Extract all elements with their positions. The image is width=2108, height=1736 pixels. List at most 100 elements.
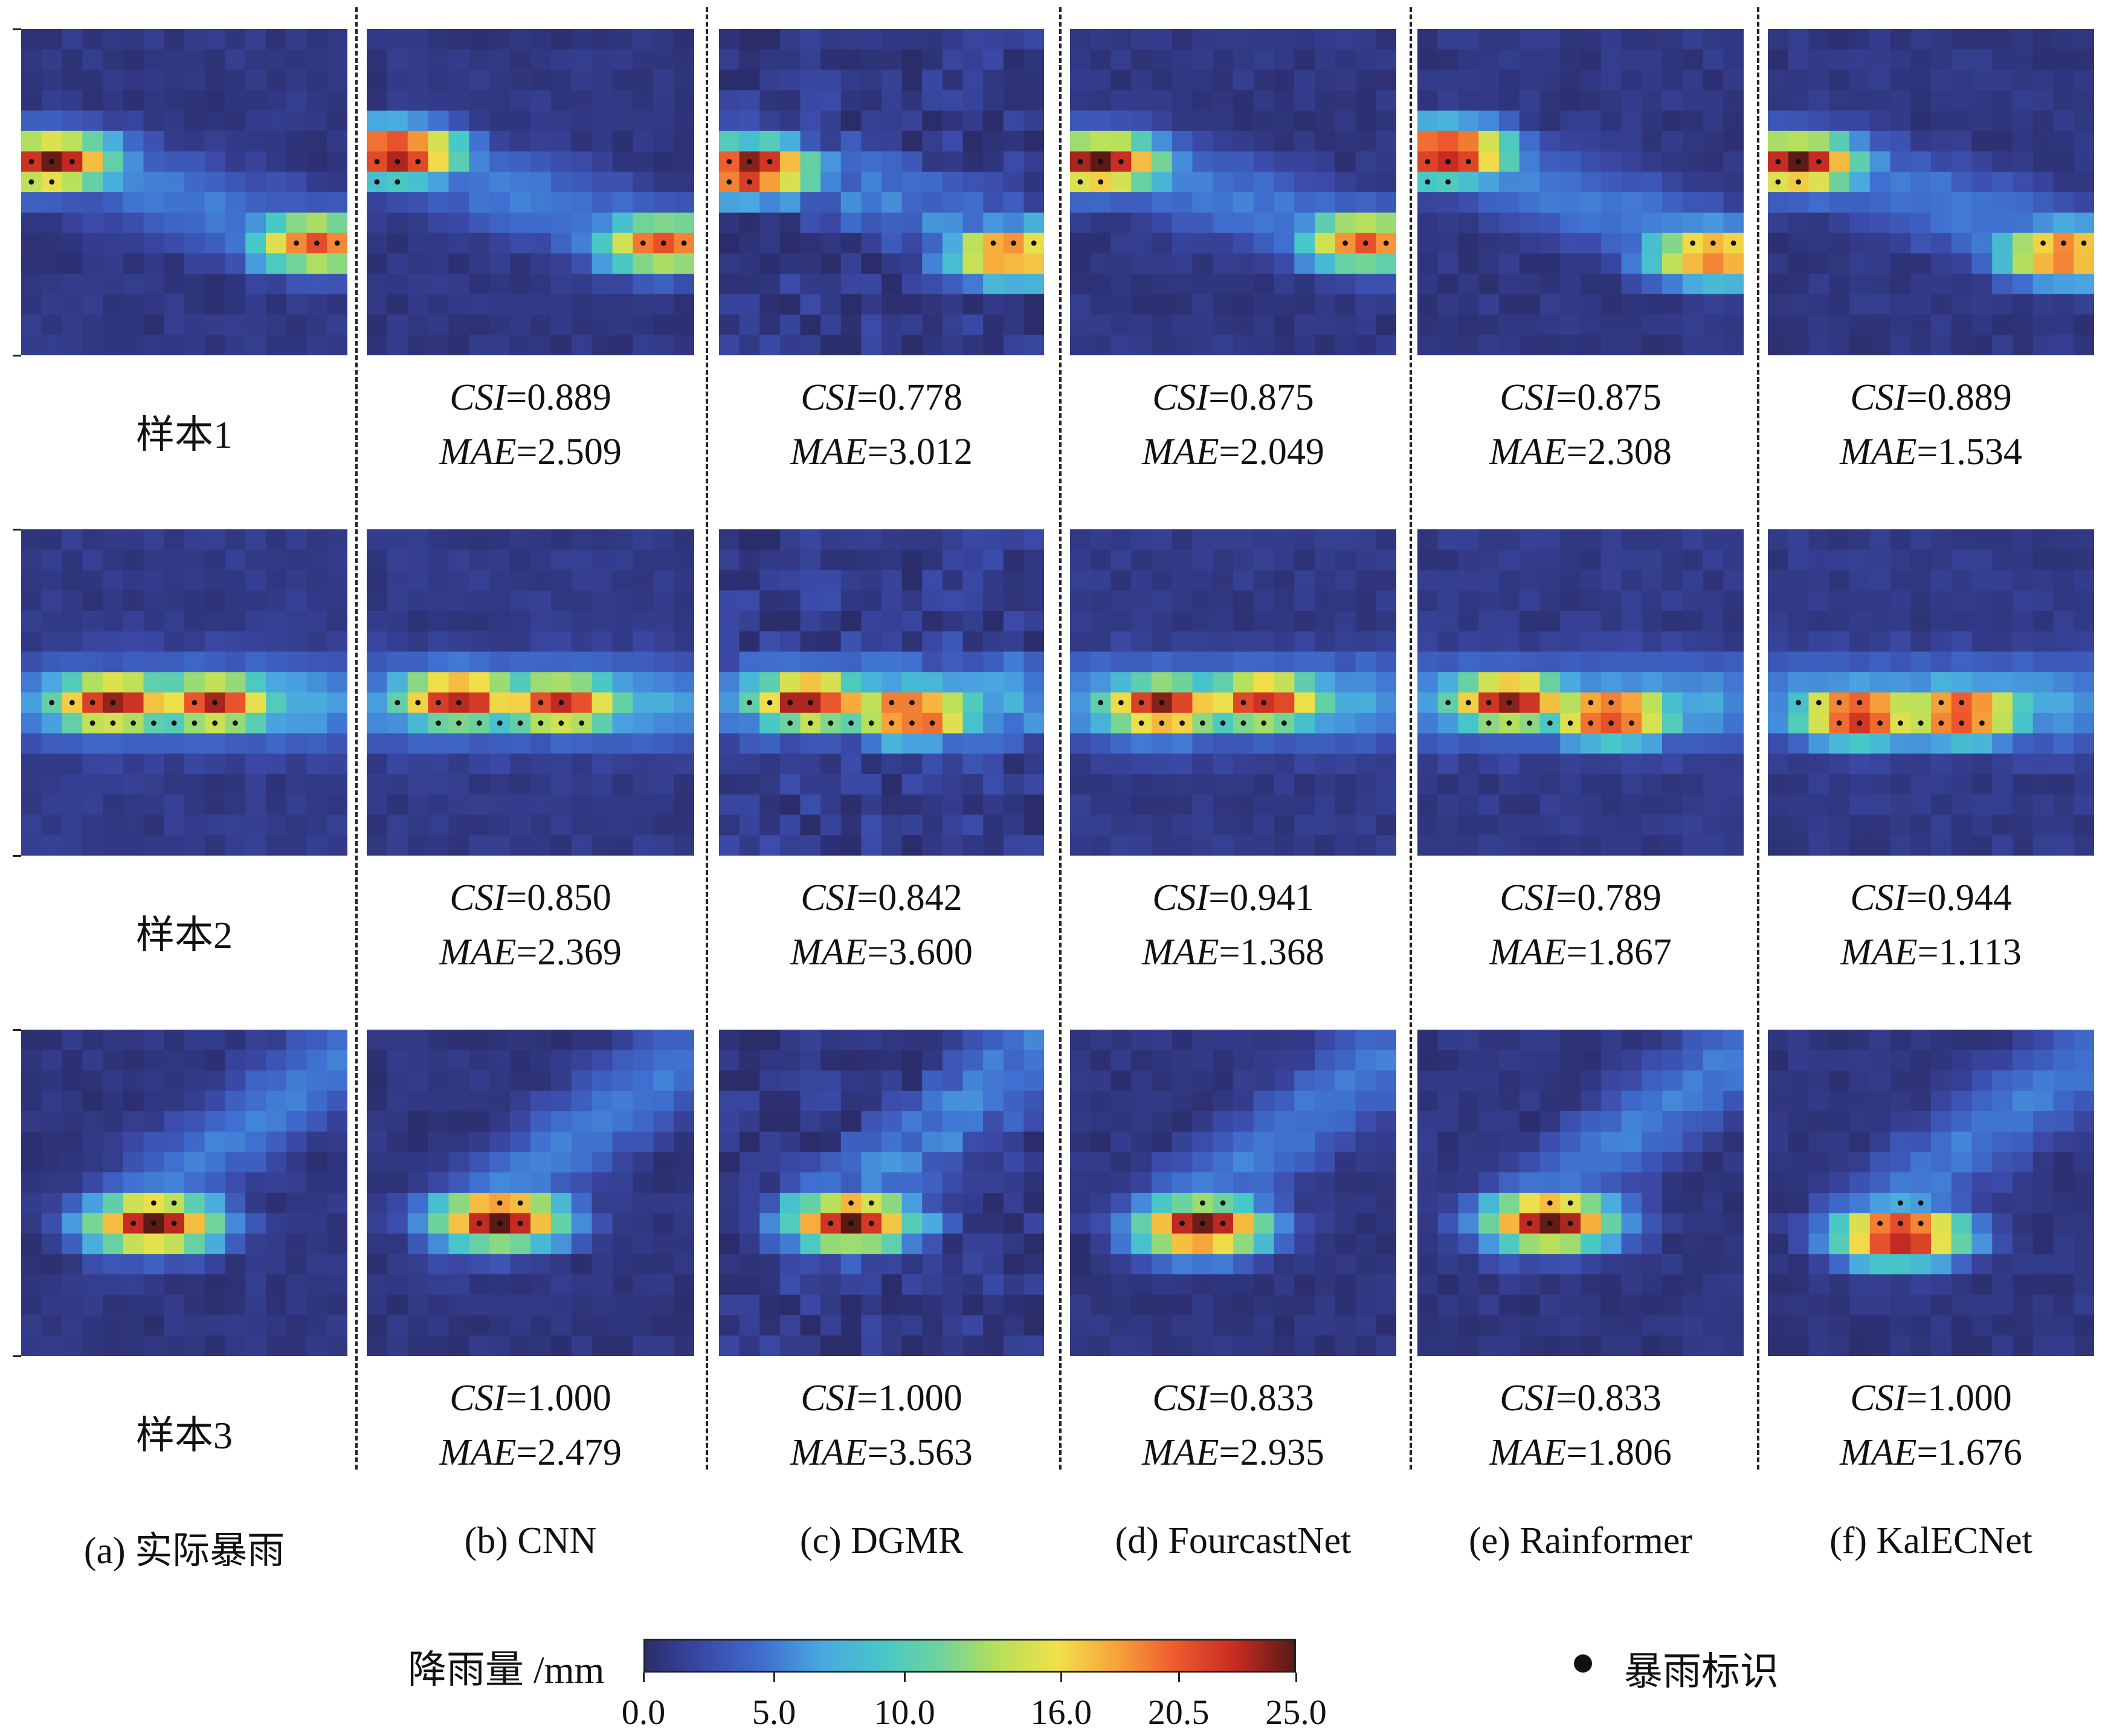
heatmap-cell (550, 835, 572, 856)
heatmap-cell (1581, 69, 1602, 91)
heatmap-cell (327, 1131, 347, 1153)
heatmap-cell (143, 1152, 164, 1173)
heatmap-cell (1910, 692, 1932, 714)
heatmap-cell (1788, 815, 1810, 836)
heatmap-cell (2013, 172, 2034, 193)
heatmap-cell (719, 29, 740, 50)
heatmap-cell (962, 1050, 984, 1071)
heatmap-cell (1808, 774, 1829, 795)
heatmap-cell (1274, 192, 1295, 213)
heatmap-cell (571, 212, 593, 234)
heatmap-cell (779, 1070, 801, 1091)
heatmap-cell (469, 611, 490, 632)
heatmap-cell (1971, 1091, 1993, 1112)
heatmap-cell (2053, 570, 2074, 591)
heatmap-cell (1458, 672, 1479, 693)
heatmap-cell (306, 1111, 327, 1132)
heatmap-cell (840, 1131, 862, 1153)
heatmap-cell (2053, 335, 2074, 355)
heatmap-cell (428, 1315, 450, 1336)
heatmap-cell (367, 1274, 388, 1296)
heatmap-cell (2032, 631, 2054, 653)
heatmap-cell (530, 672, 552, 693)
heatmap-cell (1335, 611, 1356, 632)
heatmap-cell (779, 131, 801, 152)
colorbar-tick-label: 5.0 (752, 1692, 796, 1732)
heatmap-cell (1621, 172, 1642, 193)
heatmap-cell (123, 815, 144, 836)
heatmap-cell (407, 611, 429, 632)
heatmap-cell (1951, 774, 1973, 795)
heatmap-cell (1723, 131, 1744, 152)
heatmap-cell (1931, 1213, 1952, 1234)
heatmap-cell (1437, 314, 1459, 335)
heatmap-cell (759, 794, 781, 816)
heatmap-cell (448, 111, 470, 132)
heatmap-cell (1910, 672, 1932, 693)
heatmap-cell (428, 131, 450, 152)
heatmap-cell (1788, 611, 1810, 632)
heatmap-cell (1376, 192, 1396, 213)
heatmap-cell (143, 549, 164, 571)
csi-value: CSI=1.000 (801, 1378, 962, 1419)
heatmap-cell (1642, 314, 1663, 335)
heatmap-cell (286, 1172, 308, 1193)
heatmap-cell (510, 253, 531, 274)
heatmap-cell (1849, 590, 1871, 611)
heatmap-cell (1335, 294, 1356, 315)
heatmap-cell (1499, 49, 1520, 71)
heatmap-cell (2032, 1335, 2054, 1356)
heatmap-cell (21, 212, 42, 234)
heatmap-cell (1869, 212, 1891, 234)
heatmap-cell (1152, 274, 1173, 295)
heatmap-cell (983, 274, 1004, 295)
heatmap-cell (286, 774, 308, 795)
heatmap-cell (306, 774, 327, 795)
heavy-rain-dot (1588, 720, 1594, 726)
heatmap-cell (1335, 151, 1356, 172)
heatmap-cell (510, 314, 531, 335)
heatmap-cell (633, 753, 654, 775)
heatmap-cell (633, 794, 654, 816)
heatmap-cell (1213, 1315, 1234, 1336)
heatmap-cell (1662, 1152, 1683, 1173)
heatmap-cell (1788, 1131, 1810, 1153)
heatmap-cell (1023, 131, 1044, 152)
heatmap-cell (922, 1131, 943, 1153)
heatmap-cell (1233, 1315, 1254, 1336)
heatmap-cell (674, 274, 694, 295)
heatmap-cell (1829, 753, 1850, 775)
heatmap-cell (1294, 570, 1315, 591)
heatmap-cell (1539, 1172, 1561, 1193)
heatmap-cell (21, 1274, 42, 1296)
heatmap-cell (571, 192, 593, 213)
heatmap-sample3-kalecnet (1768, 1030, 2094, 1356)
heatmap-cell (306, 131, 327, 152)
heatmap-cell (1274, 549, 1295, 571)
heatmap-cell (407, 549, 429, 571)
heatmap-cell (367, 794, 388, 816)
heatmap-cell (633, 1315, 654, 1336)
heatmap-cell (306, 549, 327, 571)
heatmap-cell (245, 1111, 266, 1132)
heatmap-cell (779, 335, 801, 355)
heatmap-cell (1992, 335, 2013, 355)
heatmap-cell (530, 1335, 552, 1356)
heatmap-cell (489, 172, 511, 193)
heatmap-cell (674, 692, 694, 714)
heatmap-cell (184, 835, 205, 856)
heatmap-cell (21, 631, 42, 653)
heatmap-cell (1499, 294, 1520, 315)
heatmap-cell (739, 1131, 760, 1153)
heatmap-cell (800, 794, 821, 816)
heatmap-cell (327, 1315, 347, 1336)
heatmap-cell (1458, 815, 1479, 836)
y-axis-tick (13, 855, 21, 857)
heatmap-cell (1110, 294, 1132, 315)
heatmap-cell (21, 1172, 42, 1193)
colorbar-title: 降雨量 /mm (408, 1648, 605, 1691)
heavy-rain-dot (1486, 700, 1492, 706)
heatmap-cell (1023, 172, 1044, 193)
heatmap-cell (204, 1294, 226, 1316)
heavy-rain-dot (192, 700, 198, 706)
